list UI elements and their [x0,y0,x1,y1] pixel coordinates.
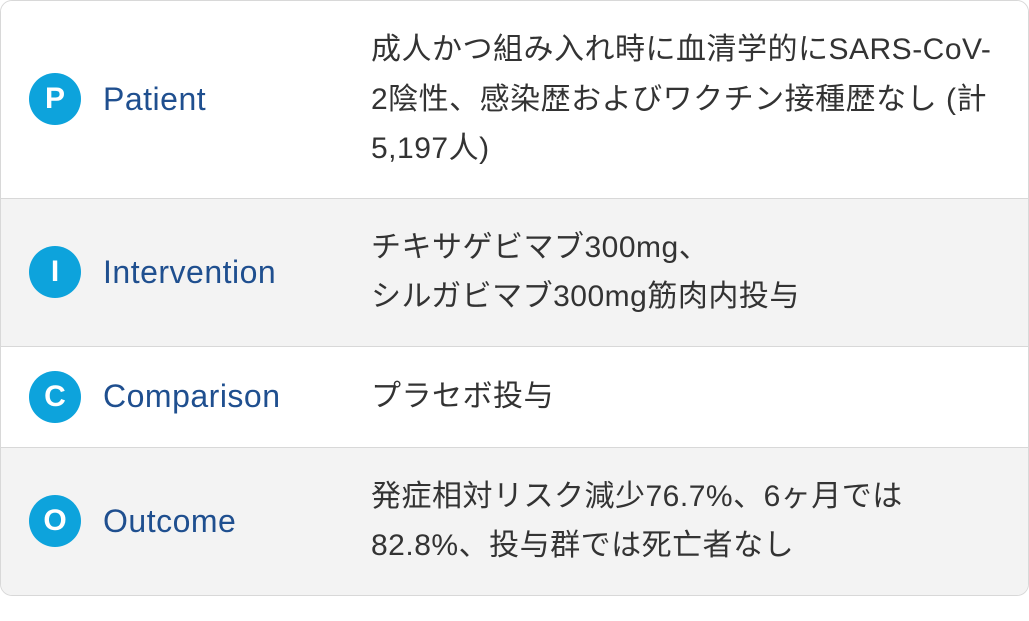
row-label-cell: P Patient [1,49,371,149]
row-label-cell: I Intervention [1,222,371,322]
row-label: Comparison [103,378,281,415]
row-label: Intervention [103,254,276,291]
row-label: Patient [103,81,206,118]
table-row: P Patient 成人かつ組み入れ時に血清学的にSARS-CoV-2陰性、感染… [1,1,1028,199]
row-label: Outcome [103,503,236,540]
row-label-cell: C Comparison [1,347,371,447]
letter-badge: C [29,371,81,423]
row-description: プラセボ投与 [371,348,1028,446]
letter-badge: O [29,495,81,547]
row-description: 発症相対リスク減少76.7%、6ヶ月では82.8%、投与群では死亡者なし [371,448,1028,595]
table-row: C Comparison プラセボ投与 [1,347,1028,448]
table-row: O Outcome 発症相対リスク減少76.7%、6ヶ月では82.8%、投与群で… [1,448,1028,595]
letter-badge: I [29,246,81,298]
letter-badge: P [29,73,81,125]
table-row: I Intervention チキサゲビマブ300mg、シルガビマブ300mg筋… [1,199,1028,347]
row-description: チキサゲビマブ300mg、シルガビマブ300mg筋肉内投与 [371,199,1028,346]
row-description: 成人かつ組み入れ時に血清学的にSARS-CoV-2陰性、感染歴およびワクチン接種… [371,1,1028,198]
row-label-cell: O Outcome [1,471,371,571]
pico-table: P Patient 成人かつ組み入れ時に血清学的にSARS-CoV-2陰性、感染… [0,0,1029,596]
